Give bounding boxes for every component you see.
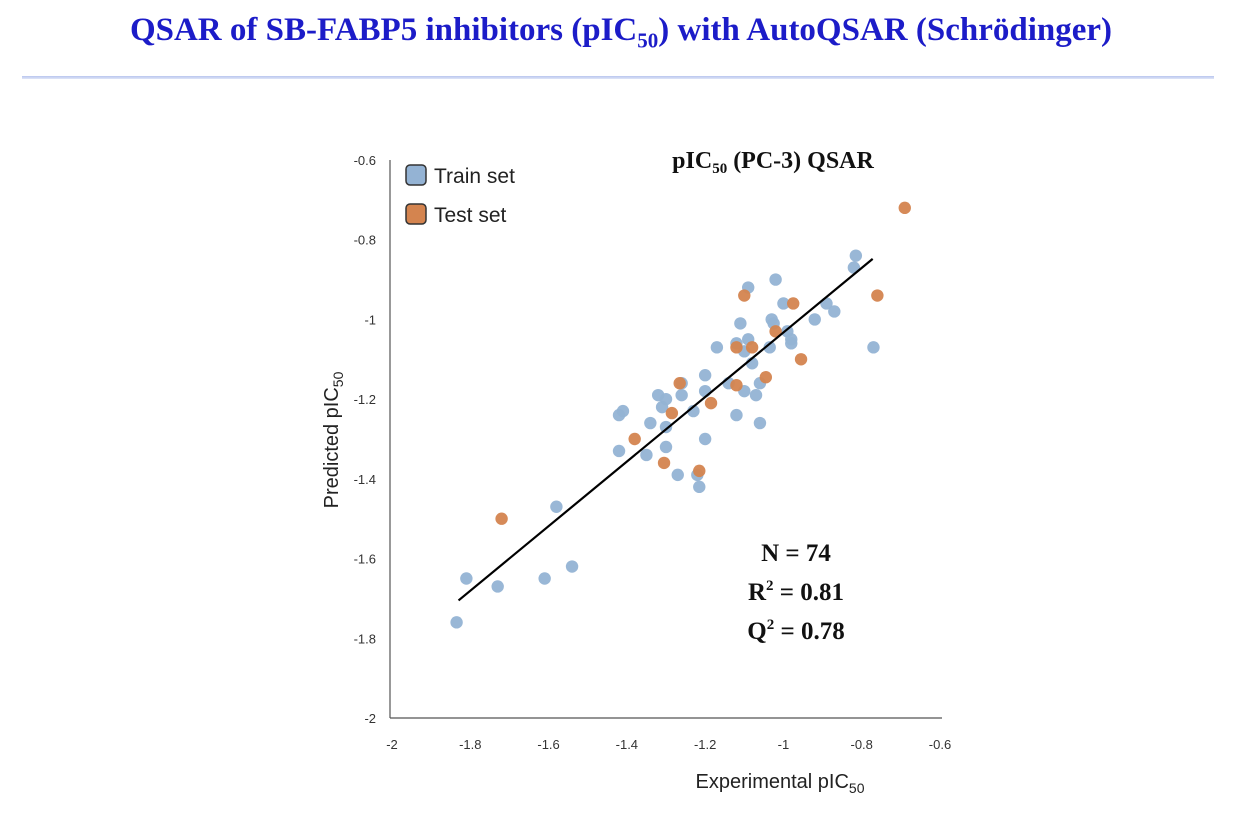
slide-title-subscript: 50 <box>637 28 659 53</box>
test-point <box>704 396 718 410</box>
annotation-r2: R2 = 0.81 <box>748 578 844 606</box>
train-point <box>763 341 776 354</box>
legend-swatch-train <box>405 164 427 186</box>
train-point <box>550 500 563 513</box>
y-tick-label: -1.4 <box>354 472 376 487</box>
annotation-n: N = 74 <box>761 540 831 567</box>
legend-swatch-test <box>405 203 427 225</box>
train-point <box>753 416 767 430</box>
y-tick-label: -1.6 <box>354 552 376 567</box>
legend: Train set Test set <box>405 164 515 227</box>
regression-line <box>457 257 874 602</box>
slide-title-text: QSAR of SB-FABP5 inhibitors (pIC <box>129 12 638 48</box>
legend-label-train: Train set <box>434 165 515 188</box>
train-point <box>671 468 684 482</box>
x-tick-label: -1.2 <box>694 737 716 752</box>
train-point <box>710 341 724 354</box>
data-points <box>450 201 911 629</box>
test-point <box>665 406 679 420</box>
annotation-q2: Q2 = 0.78 <box>747 617 844 645</box>
test-point <box>730 378 743 392</box>
test-point <box>871 289 884 302</box>
train-point <box>565 560 579 573</box>
train-point <box>734 317 747 330</box>
test-point <box>898 201 911 215</box>
test-point <box>738 289 751 302</box>
y-tick-label: -0.6 <box>354 153 376 168</box>
x-axis-label: Experimental pIC50 <box>696 771 865 796</box>
x-tick-label: -0.8 <box>851 737 873 752</box>
y-tick-labels: -2 -1.8 -1.6 -1.4 -1.2 -1 -0.8 -0.6 <box>354 153 376 726</box>
x-tick-label: -2 <box>386 737 398 752</box>
x-tick-label: -1.8 <box>459 737 481 752</box>
chart-title: pIC50 (PC-3) QSAR <box>672 148 874 177</box>
test-point <box>657 456 671 470</box>
train-point <box>769 273 782 286</box>
train-point <box>655 400 669 414</box>
train-point <box>698 432 712 446</box>
axes <box>389 160 942 719</box>
train-point <box>491 580 504 593</box>
train-point <box>849 249 863 262</box>
test-point <box>745 341 759 354</box>
test-point <box>628 432 641 446</box>
train-point <box>867 341 880 354</box>
slide-title-text-end: ) with AutoQSAR (Schrödinger) <box>658 12 1113 48</box>
train-point <box>612 444 626 458</box>
train-point <box>785 337 798 350</box>
y-tick-label: -1 <box>364 312 376 327</box>
train-point <box>538 572 551 585</box>
x-tick-label: -0.6 <box>929 737 951 752</box>
train-point <box>450 616 463 629</box>
test-point <box>787 297 800 310</box>
train-point <box>749 388 763 402</box>
train-point <box>808 313 821 326</box>
train-point <box>640 448 653 462</box>
y-tick-label: -2 <box>364 711 376 726</box>
train-point <box>730 408 743 422</box>
test-point <box>730 341 743 354</box>
x-tick-label: -1.4 <box>616 737 638 752</box>
slide-title: QSAR of SB-FABP5 inhibitors (pIC50) with… <box>0 12 1242 54</box>
train-point <box>698 369 712 382</box>
train-point <box>675 388 688 402</box>
train-point <box>659 440 673 454</box>
test-point <box>794 353 808 366</box>
y-tick-label: -1.8 <box>354 631 376 646</box>
test-point <box>759 371 773 384</box>
train-point <box>698 384 712 398</box>
train-point <box>777 297 790 310</box>
train-point <box>644 416 657 430</box>
train-point <box>659 420 673 434</box>
test-point <box>769 325 782 338</box>
legend-label-test: Test set <box>434 204 507 227</box>
y-axis-label: Predicted pIC50 <box>321 371 346 508</box>
x-tick-label: -1.6 <box>537 737 559 752</box>
title-divider <box>22 76 1214 79</box>
x-tick-label: -1 <box>778 737 790 752</box>
test-point <box>495 512 508 525</box>
y-tick-label: -0.8 <box>354 233 376 248</box>
test-point <box>673 377 686 390</box>
y-tick-label: -1.2 <box>354 392 376 407</box>
test-point <box>693 464 706 478</box>
train-point <box>616 404 630 418</box>
train-point <box>693 480 706 494</box>
train-point <box>828 305 841 318</box>
x-tick-labels: -2 -1.8 -1.6 -1.4 -1.2 -1 -0.8 -0.6 <box>386 737 951 752</box>
train-point <box>460 572 473 585</box>
